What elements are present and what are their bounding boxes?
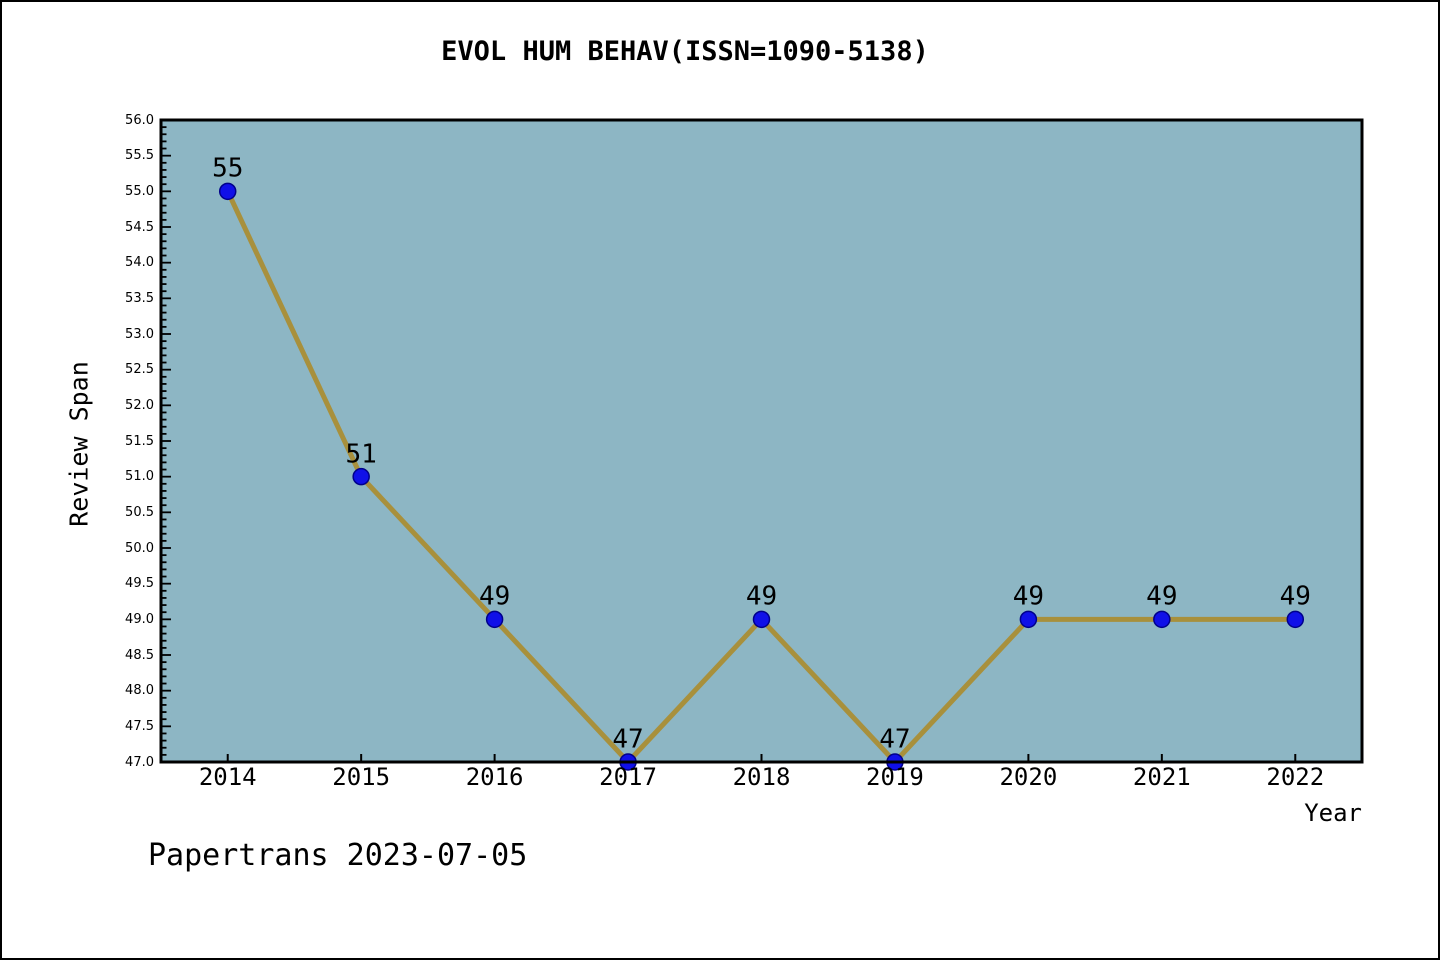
y-tick-label: 48.5: [125, 647, 154, 663]
x-tick-label: 2021: [1132, 763, 1191, 791]
x-tick-label: 2015: [332, 763, 391, 791]
y-tick-label: 47.0: [125, 754, 154, 770]
data-point-label: 49: [745, 582, 778, 613]
y-tick-label: 49.5: [125, 576, 154, 592]
y-tick-label: 54.5: [125, 219, 154, 235]
data-point-label: 49: [1279, 582, 1311, 613]
y-tick-label: 49.0: [125, 611, 154, 627]
x-axis-label: Year: [1304, 799, 1362, 827]
y-axis-label: Review Span: [64, 361, 94, 527]
watermark-text: Papertrans 2023-07-05: [148, 838, 528, 873]
x-tick-label: 2014: [198, 763, 257, 791]
x-tick-label: 2019: [866, 763, 924, 791]
y-tick-label: 51.0: [125, 469, 154, 485]
y-tick-label: 55.5: [125, 148, 154, 164]
y-tick-label: 50.0: [125, 540, 154, 556]
data-point-marker: [352, 467, 370, 486]
axes-frame: [159, 118, 1364, 764]
y-tick-label: 51.5: [125, 433, 154, 449]
y-tick-label: 56.0: [125, 112, 154, 128]
data-point-label: 47: [879, 724, 911, 755]
data-point-marker: [1153, 610, 1171, 629]
data-point-marker: [1286, 610, 1305, 629]
plot-area: [161, 120, 1362, 762]
x-tick-label: 2017: [599, 763, 657, 791]
y-tick-label: 53.5: [125, 290, 154, 306]
y-tick-label: 50.5: [125, 504, 154, 520]
data-point-marker: [485, 610, 504, 629]
data-point-label: 49: [478, 582, 511, 613]
y-tick-label: 52.0: [125, 397, 154, 413]
y-tick-label: 48.0: [125, 683, 154, 699]
x-tick-label: 2020: [999, 763, 1058, 791]
y-tick-label: 47.5: [125, 718, 154, 734]
data-point-marker: [218, 182, 237, 201]
data-point-label: 49: [1146, 582, 1178, 613]
y-tick-label: 55.0: [125, 183, 154, 199]
data-point-label: 55: [212, 154, 244, 185]
y-tick-label: 54.0: [125, 255, 154, 271]
x-tick-label: 2018: [732, 763, 791, 791]
x-tick-label: 2016: [465, 763, 524, 791]
data-point-label: 51: [345, 439, 377, 470]
x-tick-label: 2022: [1266, 763, 1325, 791]
data-point-marker: [752, 610, 771, 629]
data-point-label: 47: [612, 724, 644, 755]
data-point-label: 49: [1012, 582, 1045, 613]
y-tick-label: 52.5: [125, 362, 154, 378]
y-tick-label: 53.0: [125, 326, 154, 342]
data-point-marker: [1019, 610, 1038, 629]
chart-title: EVOL HUM BEHAV(ISSN=1090-5138): [441, 36, 929, 67]
